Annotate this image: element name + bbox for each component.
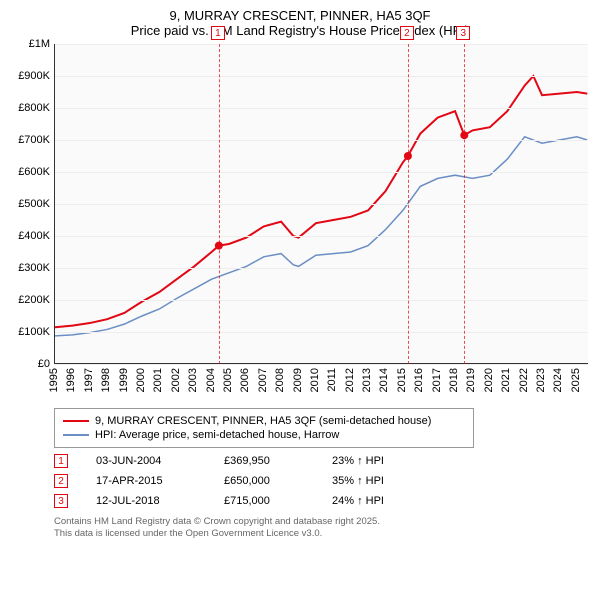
sales-row-date: 12-JUL-2018 xyxy=(96,495,196,507)
y-tick-label: £300K xyxy=(18,262,50,274)
y-tick-label: £100K xyxy=(18,326,50,338)
legend-label: HPI: Average price, semi-detached house,… xyxy=(95,429,339,441)
sales-row-price: £715,000 xyxy=(224,495,304,507)
sales-row-date: 17-APR-2015 xyxy=(96,475,196,487)
sale-marker-line xyxy=(219,44,220,364)
sales-row-delta: 23% ↑ HPI xyxy=(332,455,384,467)
x-tick-label: 1997 xyxy=(83,368,95,392)
sales-row-badge: 3 xyxy=(54,494,68,508)
sales-row-badge: 1 xyxy=(54,454,68,468)
y-tick-label: £800K xyxy=(18,102,50,114)
legend-swatch xyxy=(63,434,89,436)
x-axis: 1995199619971998199920002001200220032004… xyxy=(54,364,588,404)
x-tick-label: 2015 xyxy=(396,368,408,392)
x-tick-label: 2016 xyxy=(413,368,425,392)
plot-area xyxy=(54,44,588,364)
legend-item: HPI: Average price, semi-detached house,… xyxy=(63,429,465,441)
x-tick-label: 1996 xyxy=(65,368,77,392)
sales-row: 3 12-JUL-2018 £715,000 24% ↑ HPI xyxy=(54,494,588,508)
x-tick-label: 2010 xyxy=(309,368,321,392)
y-tick-label: £700K xyxy=(18,134,50,146)
sales-row-badge: 2 xyxy=(54,474,68,488)
sale-marker-badge: 3 xyxy=(456,26,470,40)
x-tick-label: 2005 xyxy=(222,368,234,392)
sale-marker-line xyxy=(408,44,409,364)
sales-row-price: £650,000 xyxy=(224,475,304,487)
x-tick-label: 2022 xyxy=(518,368,530,392)
x-tick-label: 2024 xyxy=(552,368,564,392)
x-tick-label: 2009 xyxy=(292,368,304,392)
y-tick-label: £600K xyxy=(18,166,50,178)
x-tick-label: 2002 xyxy=(170,368,182,392)
chart-title-desc: Price paid vs. HM Land Registry's House … xyxy=(12,23,588,38)
legend-label: 9, MURRAY CRESCENT, PINNER, HA5 3QF (sem… xyxy=(95,415,431,427)
y-tick-label: £500K xyxy=(18,198,50,210)
x-tick-label: 1995 xyxy=(48,368,60,392)
x-tick-label: 2017 xyxy=(431,368,443,392)
chart-title-address: 9, MURRAY CRESCENT, PINNER, HA5 3QF xyxy=(12,8,588,23)
sales-row-delta: 35% ↑ HPI xyxy=(332,475,384,487)
x-tick-label: 2003 xyxy=(187,368,199,392)
sales-table: 1 03-JUN-2004 £369,950 23% ↑ HPI 2 17-APR-201… xyxy=(54,454,588,508)
sale-marker-line xyxy=(464,44,465,364)
attribution-line2: This data is licensed under the Open Gov… xyxy=(54,528,588,540)
series-line xyxy=(55,76,587,327)
y-axis: £0£100K£200K£300K£400K£500K£600K£700K£80… xyxy=(12,44,54,364)
x-tick-label: 2006 xyxy=(239,368,251,392)
sales-row-delta: 24% ↑ HPI xyxy=(332,495,384,507)
chart-area: £0£100K£200K£300K£400K£500K£600K£700K£80… xyxy=(12,44,588,404)
sale-marker-badge: 2 xyxy=(400,26,414,40)
x-tick-label: 2000 xyxy=(135,368,147,392)
y-tick-label: £200K xyxy=(18,294,50,306)
x-tick-label: 2020 xyxy=(483,368,495,392)
sales-row: 2 17-APR-2015 £650,000 35% ↑ HPI xyxy=(54,474,588,488)
attribution: Contains HM Land Registry data © Crown c… xyxy=(54,516,588,541)
x-tick-label: 2012 xyxy=(344,368,356,392)
legend-swatch xyxy=(63,420,89,422)
x-tick-label: 1999 xyxy=(118,368,130,392)
x-tick-label: 2025 xyxy=(570,368,582,392)
sales-row-price: £369,950 xyxy=(224,455,304,467)
x-tick-label: 2013 xyxy=(361,368,373,392)
x-tick-label: 2007 xyxy=(257,368,269,392)
x-tick-label: 2018 xyxy=(448,368,460,392)
x-tick-label: 2023 xyxy=(535,368,547,392)
x-tick-label: 2014 xyxy=(378,368,390,392)
x-tick-label: 2021 xyxy=(500,368,512,392)
y-tick-label: £1M xyxy=(29,38,50,50)
x-tick-label: 2019 xyxy=(465,368,477,392)
x-tick-label: 2008 xyxy=(274,368,286,392)
legend: 9, MURRAY CRESCENT, PINNER, HA5 3QF (sem… xyxy=(54,408,474,448)
sale-marker-badge: 1 xyxy=(211,26,225,40)
x-tick-label: 2011 xyxy=(326,368,338,392)
y-tick-label: £400K xyxy=(18,230,50,242)
legend-item: 9, MURRAY CRESCENT, PINNER, HA5 3QF (sem… xyxy=(63,415,465,427)
y-tick-label: £900K xyxy=(18,70,50,82)
attribution-line1: Contains HM Land Registry data © Crown c… xyxy=(54,516,588,528)
sales-row-date: 03-JUN-2004 xyxy=(96,455,196,467)
x-tick-label: 1998 xyxy=(100,368,112,392)
x-tick-label: 2001 xyxy=(152,368,164,392)
sales-row: 1 03-JUN-2004 £369,950 23% ↑ HPI xyxy=(54,454,588,468)
x-tick-label: 2004 xyxy=(205,368,217,392)
